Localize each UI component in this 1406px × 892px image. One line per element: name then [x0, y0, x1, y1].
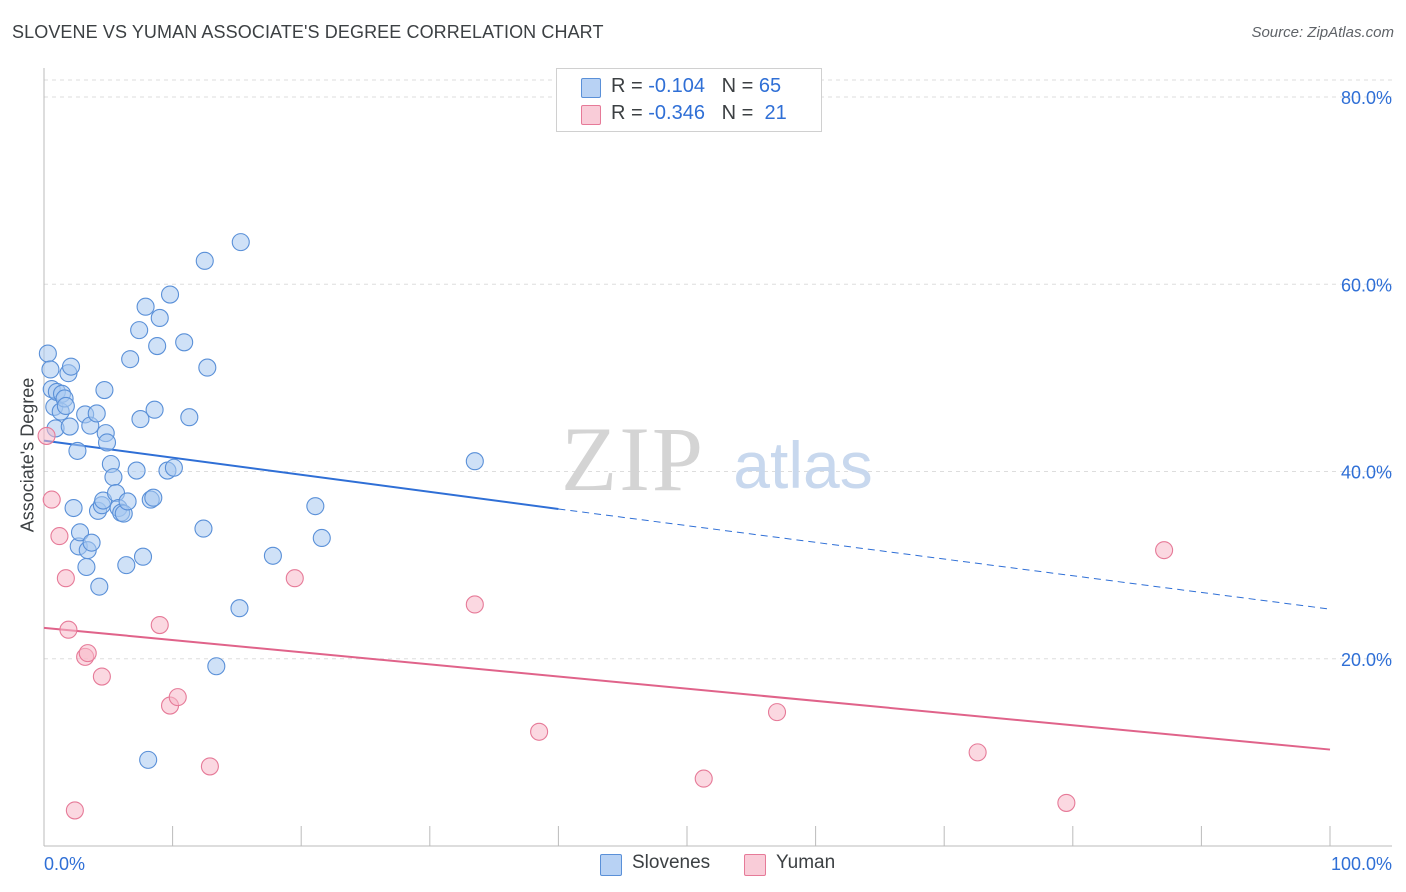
point-yuman	[50, 527, 69, 546]
point-slovenes	[82, 533, 101, 552]
point-yuman	[767, 703, 787, 722]
yuman-label: Yuman	[776, 852, 836, 873]
point-slovenes	[61, 357, 81, 376]
point-slovenes	[139, 750, 158, 769]
point-yuman	[1057, 793, 1076, 812]
point-slovenes	[41, 360, 60, 379]
trend-line-slovenes	[43, 439, 559, 510]
point-yuman	[150, 615, 169, 635]
point-yuman	[59, 620, 78, 639]
y-tick-label-40: 40.0%	[1341, 463, 1392, 483]
point-slovenes	[148, 336, 167, 356]
trend-line-slovenes-extension	[558, 508, 1331, 610]
point-yuman	[465, 595, 484, 614]
point-yuman	[37, 426, 56, 445]
trend-line-yuman	[43, 626, 1331, 751]
point-slovenes	[145, 400, 164, 419]
legend-swatch-yuman	[581, 105, 601, 125]
y-tick-label-60: 60.0%	[1341, 275, 1392, 295]
point-slovenes	[230, 599, 249, 618]
axes	[43, 68, 1392, 847]
point-slovenes	[150, 308, 169, 328]
point-yuman	[285, 569, 304, 588]
point-slovenes	[68, 441, 87, 460]
point-slovenes	[117, 556, 136, 575]
legend-swatch-slovenes	[581, 78, 601, 98]
point-slovenes	[195, 251, 214, 270]
point-slovenes	[144, 488, 163, 507]
yuman-swatch	[744, 854, 766, 876]
point-slovenes	[136, 297, 155, 316]
point-slovenes	[131, 410, 150, 429]
point-slovenes	[130, 321, 149, 340]
legend-text-slovenes: R = -0.104 N = 65	[611, 75, 782, 97]
y-tick-label-80: 80.0%	[1341, 88, 1392, 108]
point-slovenes	[38, 344, 57, 363]
watermark: ZIP atlas	[561, 408, 873, 510]
point-slovenes	[263, 546, 282, 565]
point-slovenes	[198, 358, 217, 377]
slovenes-label: Slovenes	[632, 852, 711, 873]
y-tick-label-20: 20.0%	[1341, 650, 1392, 670]
slovenes-swatch	[600, 854, 622, 876]
point-slovenes	[60, 417, 79, 436]
tick-labels: 20.0% 40.0% 60.0% 80.0% 0.0% 100.0%	[44, 88, 1392, 874]
point-slovenes	[87, 404, 106, 423]
y-axis-title: Associate's Degree	[17, 377, 38, 533]
point-slovenes	[133, 547, 153, 566]
watermark-atlas: atlas	[733, 428, 872, 502]
watermark-zip: ZIP	[561, 408, 705, 510]
data-points	[37, 233, 1174, 820]
point-slovenes	[104, 468, 123, 487]
point-slovenes	[127, 461, 146, 480]
point-yuman	[65, 801, 84, 820]
point-yuman	[968, 743, 987, 762]
point-yuman	[1155, 541, 1174, 560]
point-slovenes	[180, 408, 199, 427]
point-slovenes	[194, 519, 213, 538]
chart-title: SLOVENE VS YUMAN ASSOCIATE'S DEGREE CORR…	[12, 22, 604, 42]
point-slovenes	[306, 497, 325, 516]
point-slovenes	[465, 452, 484, 471]
point-slovenes	[95, 380, 114, 400]
point-slovenes	[70, 523, 90, 542]
point-yuman	[168, 688, 187, 707]
point-slovenes	[118, 492, 137, 511]
point-slovenes	[164, 458, 183, 477]
x-tick-label-100: 100.0%	[1331, 854, 1392, 874]
point-slovenes	[90, 577, 109, 596]
point-yuman	[694, 769, 713, 788]
point-slovenes	[160, 285, 180, 304]
point-yuman	[200, 757, 219, 776]
stats-legend: R = -0.104 N = 65 R = -0.346 N = 21	[556, 68, 822, 132]
trend-lines	[43, 439, 1331, 751]
point-yuman	[42, 490, 61, 509]
point-slovenes	[121, 350, 140, 369]
series-legend: Slovenes Yuman	[0, 852, 1406, 878]
point-slovenes	[97, 433, 117, 452]
x-tick-label-0: 0.0%	[44, 854, 85, 874]
point-yuman	[78, 644, 97, 663]
point-slovenes	[56, 396, 75, 416]
gridlines	[44, 79, 1392, 660]
point-yuman	[530, 722, 549, 741]
point-slovenes	[231, 233, 250, 252]
point-slovenes	[312, 528, 331, 548]
point-yuman	[92, 667, 111, 686]
point-slovenes	[207, 657, 226, 676]
legend-text-yuman: R = -0.346 N = 21	[611, 102, 787, 124]
source-credit: Source: ZipAtlas.com	[1251, 24, 1394, 41]
point-slovenes	[175, 333, 194, 352]
point-slovenes	[64, 498, 83, 518]
point-slovenes	[77, 557, 96, 577]
point-yuman	[56, 569, 75, 588]
